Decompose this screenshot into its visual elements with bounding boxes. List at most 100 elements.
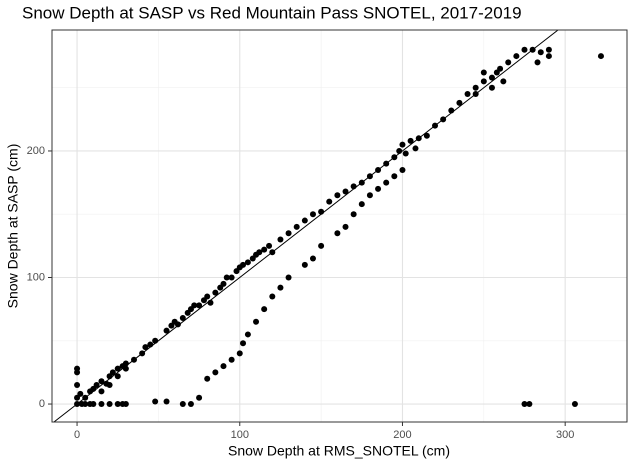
point bbox=[497, 65, 504, 72]
point bbox=[152, 398, 159, 405]
point bbox=[301, 217, 308, 224]
point bbox=[114, 365, 121, 372]
point bbox=[204, 293, 211, 300]
point bbox=[98, 388, 105, 395]
point bbox=[191, 302, 198, 309]
point bbox=[545, 53, 552, 60]
point bbox=[366, 192, 373, 199]
point bbox=[244, 259, 251, 266]
x-tick-label: 300 bbox=[556, 429, 574, 441]
point bbox=[163, 398, 170, 405]
point bbox=[266, 242, 273, 249]
x-tick-label: 0 bbox=[74, 429, 80, 441]
point bbox=[240, 340, 247, 347]
point bbox=[399, 166, 406, 173]
point bbox=[74, 365, 81, 372]
point bbox=[399, 141, 406, 148]
point bbox=[109, 369, 116, 376]
point bbox=[256, 249, 263, 256]
point bbox=[318, 242, 325, 249]
point bbox=[220, 280, 227, 287]
point bbox=[480, 69, 487, 76]
point bbox=[106, 401, 113, 408]
point bbox=[334, 230, 341, 237]
point bbox=[350, 211, 357, 218]
point bbox=[114, 401, 121, 408]
point bbox=[412, 145, 419, 152]
point bbox=[597, 53, 604, 60]
point bbox=[106, 382, 113, 389]
point bbox=[122, 401, 129, 408]
x-axis-label: Snow Depth at RMS_SNOTEL (cm) bbox=[228, 443, 450, 459]
point bbox=[402, 150, 409, 157]
point bbox=[521, 401, 528, 408]
point bbox=[261, 306, 268, 313]
point bbox=[93, 382, 100, 389]
point bbox=[456, 99, 463, 106]
point bbox=[142, 344, 149, 351]
y-tick-label: 200 bbox=[27, 145, 45, 157]
x-tick-label: 100 bbox=[231, 429, 249, 441]
point bbox=[114, 373, 121, 380]
y-axis-label: Snow Depth at SASP (cm) bbox=[5, 144, 21, 309]
point bbox=[240, 261, 247, 268]
point bbox=[334, 192, 341, 199]
y-tick-label: 0 bbox=[39, 398, 45, 410]
point bbox=[545, 46, 552, 53]
point bbox=[277, 236, 284, 243]
point bbox=[375, 185, 382, 192]
point bbox=[220, 363, 227, 370]
point bbox=[285, 274, 292, 281]
point bbox=[78, 401, 85, 408]
point bbox=[269, 293, 276, 300]
point bbox=[521, 46, 528, 53]
point bbox=[187, 401, 194, 408]
point bbox=[87, 401, 94, 408]
point bbox=[513, 53, 520, 60]
point bbox=[98, 378, 105, 385]
point bbox=[212, 369, 219, 376]
point bbox=[342, 188, 349, 195]
point bbox=[98, 401, 105, 408]
point bbox=[244, 331, 251, 338]
point bbox=[74, 382, 81, 389]
point bbox=[571, 401, 578, 408]
point bbox=[537, 49, 544, 56]
point bbox=[423, 132, 430, 139]
point bbox=[500, 78, 507, 85]
point bbox=[174, 321, 181, 328]
plot-border bbox=[51, 29, 628, 423]
point bbox=[326, 198, 333, 205]
point bbox=[228, 356, 235, 363]
chart-title: Snow Depth at SASP vs Red Mountain Pass … bbox=[22, 3, 522, 22]
point bbox=[472, 84, 479, 91]
point bbox=[358, 201, 365, 208]
point bbox=[179, 314, 186, 321]
point bbox=[391, 173, 398, 180]
point bbox=[236, 350, 243, 357]
point bbox=[526, 401, 533, 408]
point bbox=[309, 211, 316, 218]
point bbox=[534, 59, 541, 66]
point bbox=[253, 318, 260, 325]
point bbox=[223, 274, 230, 281]
point bbox=[212, 289, 219, 296]
point bbox=[407, 137, 414, 144]
point bbox=[342, 223, 349, 230]
point bbox=[163, 327, 170, 334]
x-tick-label: 200 bbox=[393, 429, 411, 441]
point bbox=[488, 74, 495, 81]
point bbox=[464, 91, 471, 98]
identity-line bbox=[53, 29, 559, 423]
point bbox=[77, 390, 84, 397]
point bbox=[196, 394, 203, 401]
point bbox=[285, 230, 292, 237]
point bbox=[204, 375, 211, 382]
point bbox=[277, 284, 284, 291]
point bbox=[301, 261, 308, 268]
point bbox=[488, 84, 495, 91]
point bbox=[293, 223, 300, 230]
point bbox=[309, 255, 316, 262]
point bbox=[228, 274, 235, 281]
